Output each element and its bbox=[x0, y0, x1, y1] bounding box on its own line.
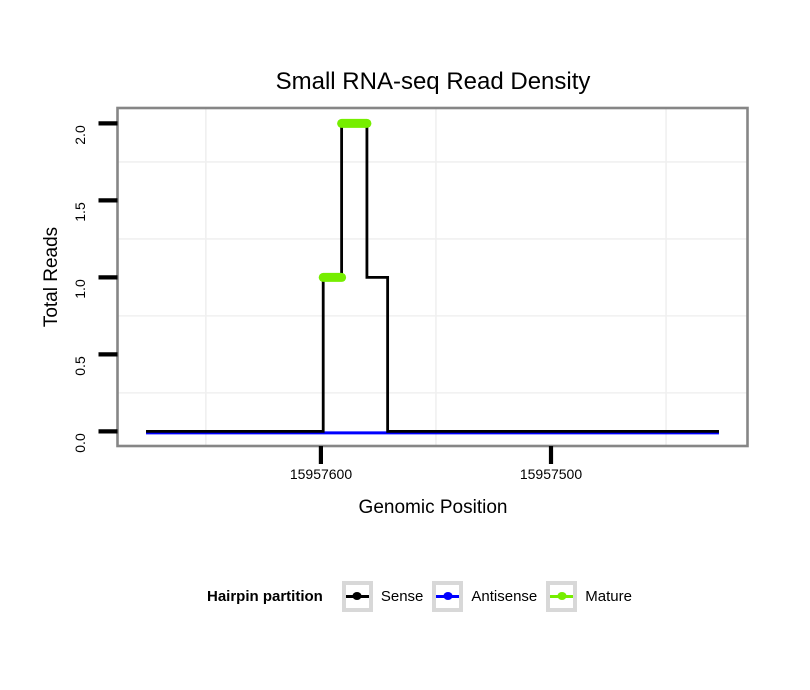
legend-item-antisense: Antisense bbox=[432, 580, 538, 612]
mature-key-icon bbox=[546, 580, 578, 612]
legend-label-sense: Sense bbox=[380, 587, 424, 605]
y-tick-label: 0.0 bbox=[72, 433, 88, 453]
legend-label-mature: Mature bbox=[585, 587, 632, 605]
antisense-dot-glyph bbox=[443, 592, 453, 600]
antisense-key-icon bbox=[432, 580, 464, 612]
chart-title: Small RNA-seq Read Density bbox=[275, 68, 591, 95]
legend-item-mature: Mature bbox=[546, 580, 632, 612]
x-axis-title: Genomic Position bbox=[358, 497, 508, 518]
y-tick-label: 2.0 bbox=[72, 125, 88, 145]
y-axis-title: Total Reads bbox=[41, 226, 62, 328]
legend: Hairpin partition Sense Antisense Mature bbox=[207, 579, 641, 613]
mature-dot-glyph bbox=[557, 592, 567, 600]
legend-title: Hairpin partition bbox=[207, 587, 323, 605]
legend-item-sense: Sense bbox=[341, 580, 424, 612]
legend-label-antisense: Antisense bbox=[471, 587, 538, 605]
x-tick-label: 15957500 bbox=[519, 466, 583, 482]
y-tick-label: 0.5 bbox=[72, 356, 88, 376]
sense-dot-glyph bbox=[352, 592, 362, 600]
sense-key-icon bbox=[341, 580, 373, 612]
x-tick-label: 15957600 bbox=[289, 466, 353, 482]
y-tick-label: 1.5 bbox=[72, 202, 88, 222]
y-tick-label: 1.0 bbox=[72, 279, 88, 299]
